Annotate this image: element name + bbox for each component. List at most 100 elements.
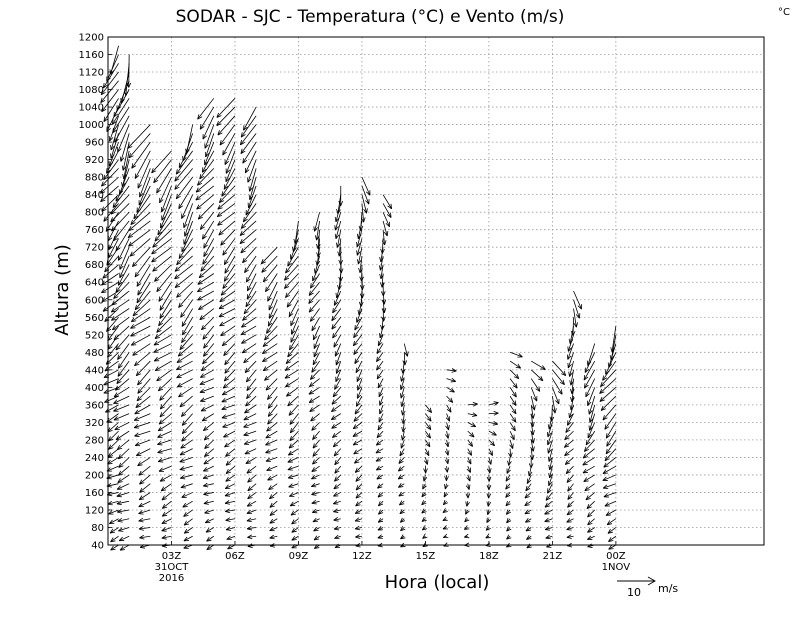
wind-barb-head (218, 307, 225, 310)
wind-barb-head (182, 506, 188, 508)
wind-barb-head (104, 369, 110, 372)
wind-barb-shaft (244, 150, 257, 174)
wind-barb (444, 483, 449, 490)
wind-barb-head (218, 312, 223, 317)
wind-barb-head (400, 528, 406, 532)
wind-barb-head (312, 508, 317, 513)
wind-barb-head (200, 373, 204, 378)
wind-barb-shaft (139, 483, 151, 493)
wind-barb (261, 255, 278, 273)
wind-barb-head (286, 302, 289, 308)
wind-barb (552, 360, 567, 377)
wind-barb-shaft (174, 264, 193, 280)
wind-barb-head (544, 526, 550, 530)
wind-barb (113, 395, 130, 404)
wind-barb (132, 246, 151, 268)
wind-barb-head (400, 435, 403, 441)
wind-barb-head (269, 497, 275, 500)
wind-barb-head (181, 323, 187, 327)
wind-barb-head (549, 416, 553, 422)
wind-barb (224, 255, 236, 274)
wind-barb (530, 378, 541, 392)
wind-barb-shaft (269, 509, 278, 516)
wind-barb-head (377, 483, 381, 489)
wind-barb (265, 430, 278, 439)
wind-barb-head (197, 283, 203, 285)
wind-barb-head (239, 238, 243, 244)
wind-barb (564, 448, 574, 457)
wind-barb-head (525, 485, 528, 491)
wind-barb-shaft (355, 535, 362, 538)
wind-barb (547, 448, 553, 462)
wind-barb-shaft (376, 352, 384, 362)
wind-barb-shaft (505, 483, 511, 490)
wind-barb-head (101, 91, 106, 96)
wind-barb-head (331, 418, 337, 421)
wind-barb (139, 483, 151, 493)
wind-barb (201, 413, 215, 422)
wind-barb-head (358, 310, 363, 315)
wind-barb-head (566, 510, 570, 516)
wind-barb (355, 395, 363, 407)
wind-barb (467, 439, 473, 447)
wind-barb-shaft (333, 527, 341, 530)
wind-barb-head (107, 346, 113, 350)
wind-barb-shaft (117, 124, 130, 153)
wind-barb-head (138, 502, 143, 508)
wind-barb-head (243, 440, 249, 445)
wind-barb-head (102, 306, 106, 312)
wind-barb-shaft (311, 500, 320, 504)
wind-barb-head (508, 461, 512, 466)
wind-barb-head (115, 197, 121, 202)
wind-barb (309, 404, 320, 412)
wind-barb (225, 457, 236, 466)
wind-barb (603, 492, 617, 498)
wind-barb-head (445, 425, 449, 431)
wind-barb-head (200, 226, 205, 230)
wind-barb-head (106, 328, 112, 332)
wind-barb-shaft (221, 334, 236, 347)
wind-barb (199, 211, 215, 230)
wind-barb-head (528, 463, 532, 469)
wind-barb (101, 281, 119, 294)
wind-barb (178, 141, 193, 168)
wind-barb (446, 368, 457, 373)
wind-barb-head (607, 528, 611, 534)
y-tick-label: 920 (85, 155, 104, 166)
wind-barb-head (110, 209, 114, 215)
wind-barb-shaft (544, 500, 553, 508)
wind-barb-head (312, 453, 318, 457)
wind-barb-head (221, 193, 227, 197)
wind-barb-shaft (157, 430, 172, 438)
wind-barb-head (402, 419, 406, 424)
wind-barb-head (223, 276, 226, 282)
wind-barb (204, 509, 214, 514)
wind-barb-head (174, 277, 180, 280)
wind-barb (291, 535, 299, 541)
wind-barb-shaft (103, 159, 119, 180)
wind-barb-head (102, 82, 105, 89)
wind-barb-head (377, 492, 381, 498)
wind-barb-shaft (246, 378, 257, 391)
wind-barb-head (288, 483, 293, 488)
wind-barb-head (245, 303, 251, 308)
wind-barb-shaft (218, 308, 236, 318)
wind-barb (180, 483, 193, 489)
wind-barb-head (353, 334, 359, 339)
wind-barb (333, 290, 342, 306)
y-tick-label: 40 (91, 541, 104, 552)
wind-barb-shaft (139, 535, 151, 539)
wind-barb-shaft (600, 395, 617, 411)
wind-barb-shaft (467, 474, 471, 482)
wind-barb-head (540, 368, 546, 370)
wind-barb-head (312, 434, 315, 440)
wind-barb (377, 500, 384, 507)
wind-barb-head (180, 314, 186, 318)
wind-barb-head (284, 377, 290, 379)
wind-barb (505, 483, 511, 490)
wind-barb-head (157, 458, 163, 462)
wind-barb-head (569, 339, 574, 344)
wind-barb-head (465, 510, 470, 515)
wind-barb (182, 317, 193, 336)
wind-barb (311, 465, 320, 472)
